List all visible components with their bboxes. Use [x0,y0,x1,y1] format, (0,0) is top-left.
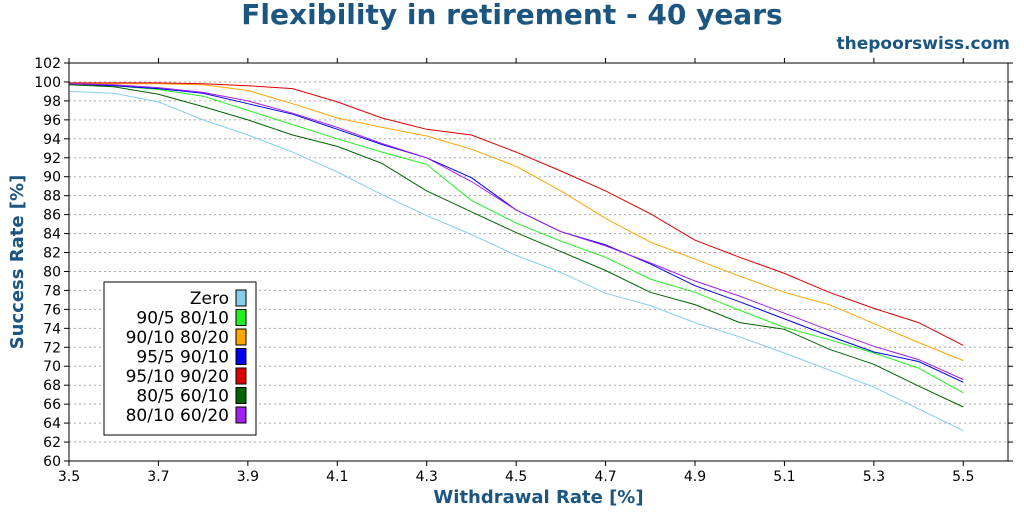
legend-entry-label: Zero [190,289,229,309]
y-tick-label: 64 [43,416,61,432]
y-tick-label: 102 [34,56,61,72]
x-tick-label: 4.9 [684,469,706,485]
series-line-4 [69,82,964,346]
legend-swatch [235,348,247,365]
x-tick-label: 3.7 [147,469,169,485]
legend-entry-label: 90/10 80/20 [126,328,229,348]
series-line-6 [68,83,964,380]
legend-swatch [235,387,247,404]
y-tick-label: 70 [43,359,61,375]
chart-title: Flexibility in retirement - 40 years [241,0,783,31]
y-tick-label: 100 [34,75,61,91]
x-tick-label: 3.5 [58,469,80,485]
plot-frame [68,62,1009,462]
series-line-0 [68,90,964,432]
x-tick-label: 5.5 [952,469,974,485]
legend-entry-label: 80/5 60/10 [136,387,229,407]
y-tick-label: 76 [43,302,61,318]
legend-swatch [235,367,247,385]
y-tick-label: 68 [43,378,61,394]
x-tick-label: 4.7 [594,469,616,485]
y-tick-label: 60 [43,454,61,470]
series-lines [68,82,964,432]
site-watermark: thepoorswiss.com [836,34,1011,54]
x-tick-label: 4.3 [416,469,438,485]
x-tick-label: 4.1 [326,469,348,485]
axis-ticks: 60 62 64 66 68 70 72 74 76 78 80 82 84 86 88 90 92 94 96 98… [34,56,1013,485]
legend-swatch [235,406,247,424]
legend-box [103,281,257,436]
x-tick-label: 5.1 [773,469,795,485]
y-tick-label: 78 [43,283,61,299]
y-tick-label: 84 [43,227,61,243]
series-line-1 [68,84,964,394]
x-tick-label: 4.5 [505,469,527,485]
legend-entry-label: 90/5 80/10 [136,309,229,329]
y-tick-label: 82 [43,246,61,262]
legend-swatch [235,328,247,346]
y-tick-label: 98 [43,94,61,110]
series-line-2 [69,83,964,362]
legend-entry-label: 80/10 60/20 [126,406,229,426]
x-axis-title: Withdrawal Rate [%] [433,487,643,508]
legend-swatch [235,309,247,326]
legend-entry-label: 95/10 90/20 [126,367,229,387]
y-tick-label: 62 [43,435,61,451]
y-tick-label: 94 [43,132,61,148]
y-tick-label: 86 [43,208,61,224]
y-tick-label: 96 [43,113,61,129]
x-tick-label: 5.3 [863,469,885,485]
series-line-5 [68,84,964,408]
y-tick-label: 72 [43,340,61,356]
y-axis-title: Success Rate [%] [7,175,28,350]
y-tick-label: 66 [43,397,61,413]
y-tick-label: 92 [43,151,61,167]
legend-entry-label: 95/5 90/10 [136,348,229,368]
y-tick-label: 74 [43,321,61,337]
x-tick-label: 3.9 [237,469,259,485]
y-tick-label: 80 [43,264,61,280]
y-tick-label: 90 [43,170,61,186]
legend-swatch [235,289,247,307]
y-tick-label: 88 [43,189,61,205]
